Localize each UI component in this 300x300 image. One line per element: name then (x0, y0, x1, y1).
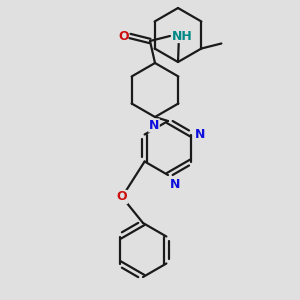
Text: N: N (170, 178, 180, 191)
Text: N: N (194, 128, 205, 141)
Text: O: O (117, 190, 127, 203)
Text: O: O (118, 29, 129, 43)
Text: NH: NH (172, 29, 193, 43)
Text: N: N (149, 119, 159, 132)
